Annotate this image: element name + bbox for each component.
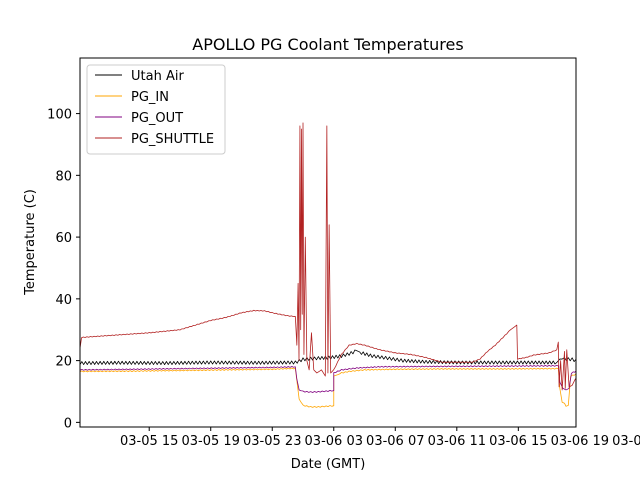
x-tick-label: 03-06 03	[305, 434, 363, 449]
y-axis-label: Temperature (C)	[23, 189, 38, 296]
x-tick-label: 03-06 07	[366, 434, 424, 449]
plot-area	[80, 122, 576, 408]
x-axis-label: Date (GMT)	[291, 457, 366, 472]
chart-title: APOLLO PG Coolant Temperatures	[192, 35, 463, 54]
x-tick-label: 03-05 19	[182, 434, 240, 449]
y-tick-label: 40	[55, 293, 72, 308]
x-tick-label: 03-06 23	[612, 434, 640, 449]
y-tick-label: 80	[55, 169, 72, 184]
legend: Utah Air PG_IN PG_OUT PG_SHUTTLE	[86, 64, 226, 155]
axes-frame	[79, 57, 577, 428]
legend-box	[86, 64, 226, 155]
series-line-utah-air	[80, 349, 576, 366]
x-axis: 03-05 15 03-05 19 03-05 23 03-06 03 03-06 07…	[120, 427, 640, 449]
x-tick-label: 03-05 23	[243, 434, 301, 449]
y-tick-label: 0	[64, 416, 72, 431]
y-axis: 0 20 40 60 80 100	[47, 108, 80, 431]
legend-label: PG_OUT	[131, 111, 183, 126]
x-tick-label: 03-06 15	[489, 434, 547, 449]
legend-label: PG_SHUTTLE	[131, 132, 214, 147]
series-line-pg-in	[80, 367, 576, 408]
y-tick-label: 100	[47, 108, 72, 123]
y-tick-label: 60	[55, 231, 72, 246]
series-line-pg-out	[80, 365, 576, 393]
y-tick-label: 20	[55, 355, 72, 370]
x-tick-label: 03-05 15	[120, 434, 178, 449]
series-line-pg-shuttle	[80, 122, 576, 391]
x-tick-label: 03-06 11	[428, 434, 486, 449]
legend-label: PG_IN	[131, 90, 169, 105]
legend-label: Utah Air	[131, 69, 184, 84]
x-tick-label: 03-06 19	[551, 434, 609, 449]
